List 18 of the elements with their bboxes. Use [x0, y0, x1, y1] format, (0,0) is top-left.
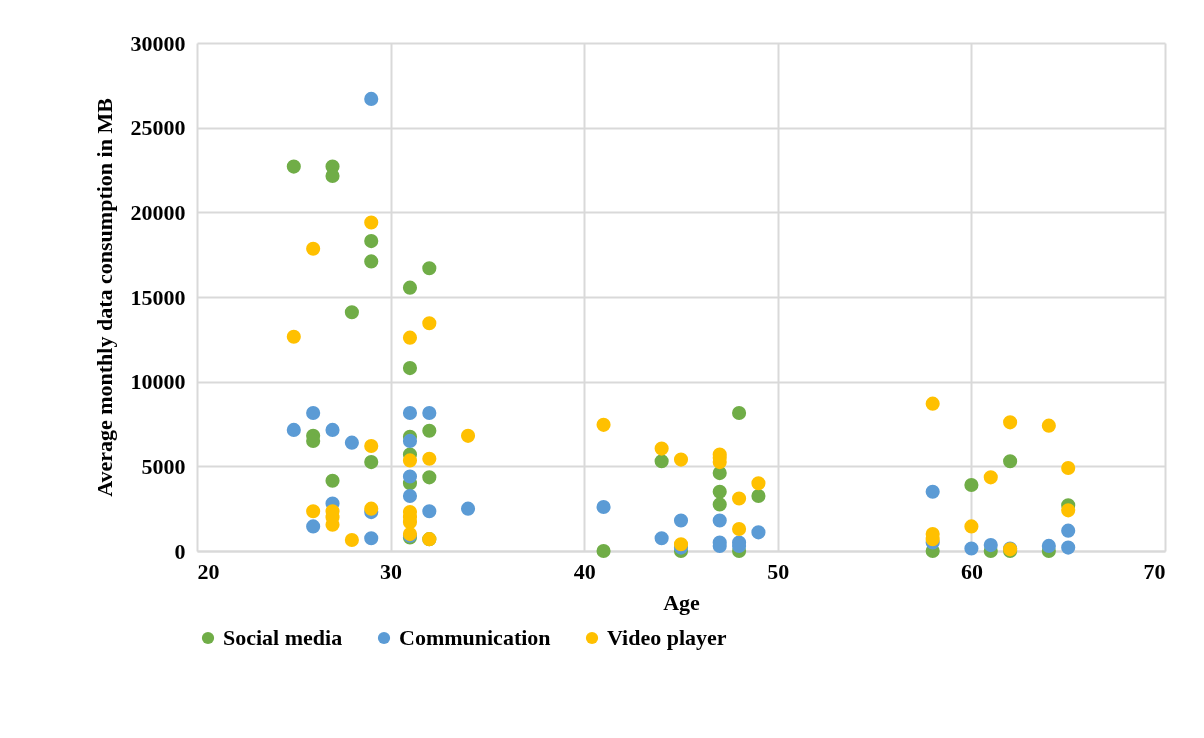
y-tick-label: 0: [174, 538, 186, 564]
legend-label: Video player: [607, 625, 727, 650]
y-tick-label: 25000: [130, 115, 186, 141]
y-tick-label: 20000: [130, 199, 186, 225]
x-axis-title: Age: [663, 589, 701, 615]
x-tick-label: 40: [573, 558, 596, 584]
y-tick-label: 5000: [141, 453, 186, 479]
legend-label: Social media: [223, 625, 343, 650]
y-axis-title: Average monthly data consumption in MB: [91, 97, 117, 497]
x-tick-label: 60: [960, 558, 983, 584]
x-tick-label: 30: [380, 558, 403, 584]
y-tick-label: 15000: [130, 284, 186, 310]
y-tick-label: 30000: [130, 30, 186, 56]
legend-label: Communication: [399, 625, 551, 650]
y-tick-label: 10000: [130, 369, 186, 395]
x-tick-label: 20: [197, 558, 220, 584]
x-tick-label: 50: [767, 558, 790, 584]
x-tick-label: 70: [1143, 558, 1166, 584]
